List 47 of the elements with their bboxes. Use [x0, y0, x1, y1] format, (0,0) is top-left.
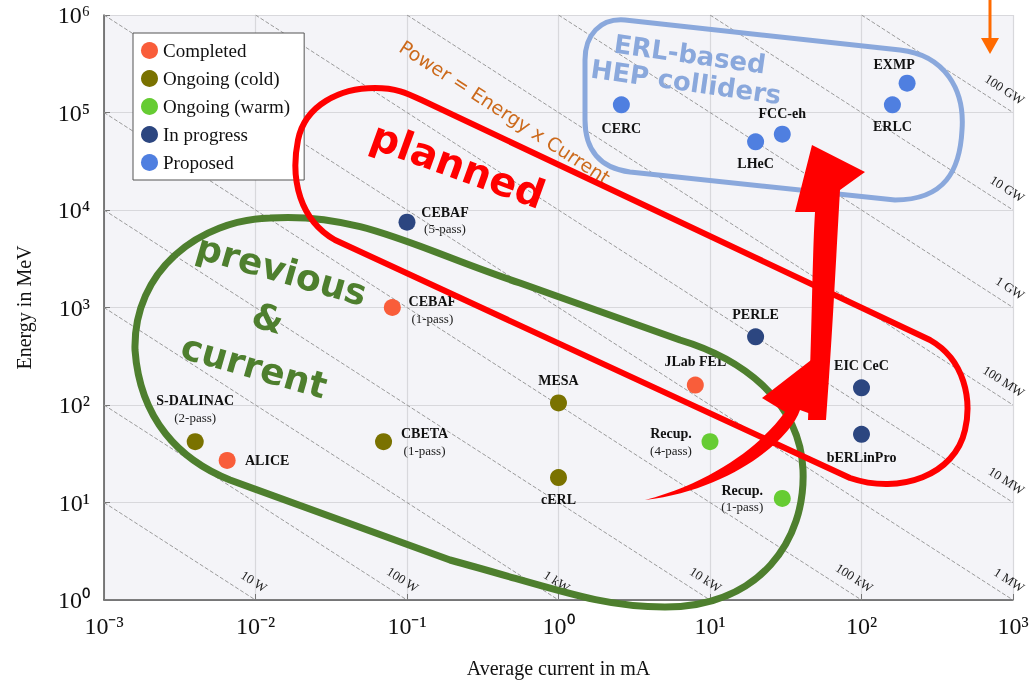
y-tick-label: 10³ — [58, 294, 90, 321]
annotation: EXMP — [873, 56, 916, 72]
text: 10 GW — [987, 172, 1029, 206]
text: 100 MW — [980, 362, 1029, 401]
legend-label: Ongoing (cold) — [163, 68, 280, 90]
annotation: ALICE — [244, 452, 290, 468]
text: 10 W — [238, 567, 271, 596]
text: 10 kW — [686, 563, 726, 596]
text: 10 MW — [985, 463, 1029, 499]
annotation: Recup. (1-pass) — [721, 482, 764, 515]
x-tick-label: 10¹ — [694, 613, 726, 639]
text: 100 W — [384, 563, 423, 596]
text: 1 GW — [992, 273, 1029, 304]
annotation: Recup. (4-pass) — [650, 426, 692, 458]
annotation: EIC CeC — [834, 358, 889, 374]
annotation: MESA — [538, 373, 580, 389]
annotation: CEBAF (1-pass) — [408, 294, 457, 326]
y-tick-label: 10² — [58, 392, 90, 418]
x-tick-label: 10⁻¹ — [387, 613, 427, 639]
x-tick-label: 10⁻³ — [84, 613, 124, 639]
annotation: LHeC — [737, 156, 774, 172]
x-tick-label: 10⁰ — [542, 613, 575, 639]
text: 100 GW — [982, 71, 1029, 109]
x-tick-label: 10² — [845, 613, 878, 639]
y-tick-label: 10⁴ — [57, 197, 90, 223]
y-tick-label: 10⁰ — [58, 587, 90, 613]
legend-label: Proposed — [163, 152, 235, 173]
y-tick-label: 10⁵ — [57, 99, 90, 126]
annotation: CERC — [601, 121, 642, 137]
legend-label: Ongoing (warm) — [163, 96, 291, 118]
annotation: FCC-eh — [758, 105, 807, 121]
text: 100 kW — [832, 560, 877, 596]
annotation: PERLE — [732, 307, 779, 323]
legend-label: In progress — [163, 124, 248, 145]
annotation: cERL — [541, 492, 576, 508]
text: 1 MW — [991, 564, 1029, 596]
x-tick-label: 10⁻² — [235, 613, 276, 639]
annotation: bERLinPro — [826, 449, 897, 465]
x-axis-title: Average current in mA — [466, 657, 651, 680]
y-axis-title: Energy in MeV — [13, 244, 36, 370]
annotation: CEBAF (5-pass) — [421, 204, 469, 237]
annotation: ERLC — [872, 119, 912, 135]
y-tick-label: 10⁶ — [57, 2, 90, 28]
legend-label: Completed — [163, 40, 247, 61]
annotation: CBETA (1-pass) — [400, 426, 450, 458]
y-tick-label: 10¹ — [58, 489, 90, 516]
x-tick-label: 10³ — [997, 613, 1029, 639]
